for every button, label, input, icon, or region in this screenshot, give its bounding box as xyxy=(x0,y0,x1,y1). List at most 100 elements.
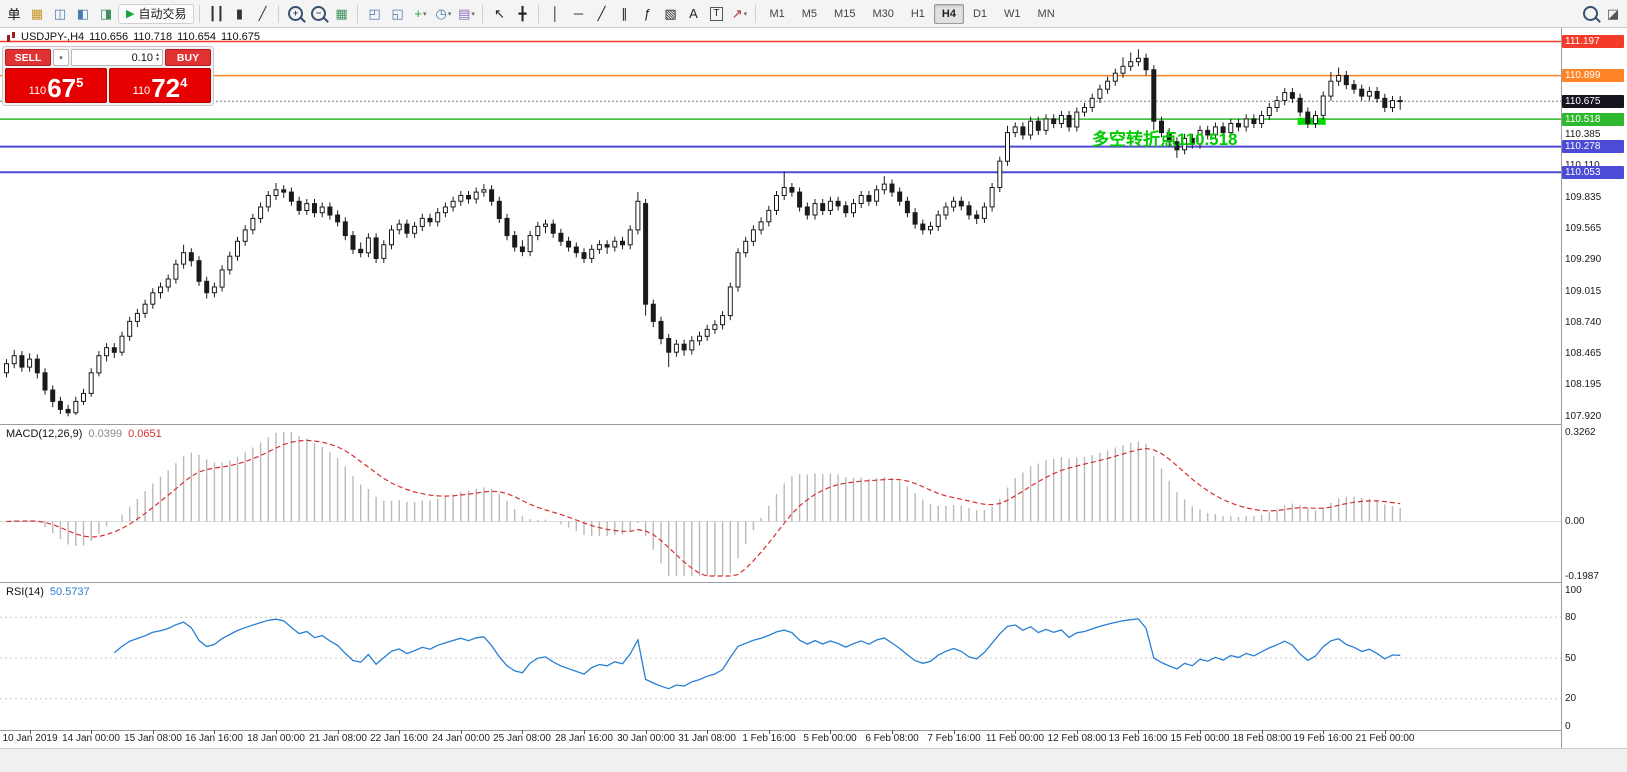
search-icon[interactable] xyxy=(1579,3,1601,25)
rsi-label: RSI(14) 50.5737 xyxy=(6,586,90,598)
buy-price-pip: 4 xyxy=(180,75,188,90)
time-tick xyxy=(522,730,523,734)
time-label: 12 Feb 08:00 xyxy=(1047,733,1107,744)
zoom-out-icon[interactable]: − xyxy=(307,3,329,25)
time-tick xyxy=(646,730,647,734)
shapes-icon[interactable]: ▧ xyxy=(664,5,677,21)
order-type-dropdown[interactable]: ▾ xyxy=(53,49,69,66)
price-tick-108.465: 108.465 xyxy=(1565,348,1602,359)
price-tick-109.565: 109.565 xyxy=(1565,223,1602,234)
zoom-in-icon[interactable]: + xyxy=(284,3,306,25)
timeframe-w1-button[interactable]: W1 xyxy=(1004,7,1021,20)
cursor-icon[interactable]: ↖ xyxy=(494,5,505,21)
tile-windows-icon[interactable]: ◰ xyxy=(368,5,381,21)
market-watch-icon[interactable]: ▦ xyxy=(30,5,44,21)
toolbar-separator xyxy=(357,4,359,23)
candlestick-icon[interactable]: ▮ xyxy=(235,5,244,21)
rsi-axis-tick-0: 0 xyxy=(1565,721,1571,732)
periods-icon[interactable]: ◷ ▾ xyxy=(435,5,452,21)
buy-quote-button[interactable]: 110 72 4 xyxy=(109,68,211,103)
timeframe-h1-button[interactable]: H1 xyxy=(910,7,925,20)
trendline-icon[interactable]: ╱ xyxy=(597,5,606,21)
price-tick-110.110: 110.110 xyxy=(1565,159,1600,172)
time-label: 31 Jan 08:00 xyxy=(678,733,736,744)
fibonacci-icon[interactable]: ƒ xyxy=(643,6,652,21)
time-label: 15 Feb 00:00 xyxy=(1170,733,1230,744)
sell-quote-button[interactable]: 110 67 5 xyxy=(5,68,107,103)
indicators-icon[interactable]: + ▾ xyxy=(414,6,427,21)
navigator-icon[interactable]: ◧ xyxy=(76,5,90,21)
timeframe-d1-button[interactable]: D1 xyxy=(972,7,988,20)
time-tick xyxy=(830,730,831,734)
rsi-axis-tick-50: 50 xyxy=(1565,653,1577,664)
terminal-icon[interactable]: ◨ xyxy=(99,5,113,21)
time-label: 7 Feb 16:00 xyxy=(927,733,981,744)
rsi-name: RSI(14) xyxy=(6,586,44,598)
price-tick-109.835: 109.835 xyxy=(1565,192,1602,203)
sell-button[interactable]: SELL xyxy=(5,49,51,66)
ohlc-bars-icon[interactable]: ┃┃ xyxy=(208,5,225,21)
price-axis-border xyxy=(1561,28,1562,748)
timeframe-m30-button[interactable]: M30 xyxy=(872,7,894,20)
text-icon[interactable]: A xyxy=(689,6,698,21)
time-label: 22 Jan 16:00 xyxy=(370,733,428,744)
equidistant-channel-icon[interactable]: ∥ xyxy=(621,5,628,21)
lot-increase-button[interactable]: ▴ xyxy=(155,51,159,58)
buy-button[interactable]: BUY xyxy=(165,49,211,66)
timeframe-m1-button[interactable]: M1 xyxy=(769,7,785,20)
ohlc-high: 110.718 xyxy=(133,31,173,43)
time-tick xyxy=(1385,730,1386,734)
line-chart-icon[interactable]: ╱ xyxy=(258,5,267,21)
lot-decrease-button[interactable]: ▾ xyxy=(155,56,159,63)
macd-indicator-canvas[interactable] xyxy=(0,426,1561,582)
grid-icon[interactable]: ▦ xyxy=(335,5,348,21)
crosshair-icon[interactable]: ╋ xyxy=(518,5,527,21)
toolbar: 单 ▦ ◫ ◧ ◨ ▶ 自动交易 ┃┃ ▮ ╱ + − ▦ ◰ ◱ + ▾ ◷ ▾ ▤ ▾ ↖ ╋ │ ─ ╱ ∥ ƒ ▧ A T ↗ ▾ M1 M… xyxy=(0,0,1627,28)
templates-icon[interactable]: ▤ ▾ xyxy=(458,5,475,21)
rsi-axis-tick-20: 20 xyxy=(1565,693,1577,704)
new-order-button[interactable]: 单 xyxy=(7,7,21,22)
time-label: 15 Jan 08:00 xyxy=(124,733,182,744)
price-axis[interactable]: 111.197 110.899 110.675 110.518 110.385 110.2… xyxy=(1562,28,1627,748)
lot-size-input[interactable]: 0.10 ▴ ▾ xyxy=(71,49,163,66)
price-tick-107.920: 107.920 xyxy=(1565,411,1602,422)
price-chart-canvas[interactable] xyxy=(0,28,1561,424)
macd-axis-tick--0.1987: -0.1987 xyxy=(1565,571,1599,582)
panel-resize-divider-macd[interactable] xyxy=(0,424,1627,425)
panel-resize-divider-rsi[interactable] xyxy=(0,582,1627,583)
time-tick xyxy=(1077,730,1078,734)
price-tick-108.740: 108.740 xyxy=(1565,317,1602,328)
ohlc-low: 110.654 xyxy=(177,31,217,43)
cascade-windows-icon[interactable]: ◱ xyxy=(391,5,404,21)
data-window-icon[interactable]: ◫ xyxy=(53,5,67,21)
sell-price-pip: 5 xyxy=(76,75,84,90)
timeframe-m15-button[interactable]: M15 xyxy=(834,7,856,20)
arrows-icon[interactable]: ↗ ▾ xyxy=(731,5,748,21)
timeframe-h4-button[interactable]: H4 xyxy=(933,3,964,24)
window-bottom-strip xyxy=(0,748,1627,772)
chart-text-annotation[interactable]: 多空转折点110.518 xyxy=(1092,130,1238,149)
quick-panel-icon[interactable]: ◪ xyxy=(1606,5,1620,21)
time-label: 21 Jan 08:00 xyxy=(309,733,367,744)
timeframe-m5-button[interactable]: M5 xyxy=(801,7,818,20)
time-tick xyxy=(91,730,92,734)
time-tick xyxy=(769,730,770,734)
horizontal-line-icon[interactable]: ─ xyxy=(573,6,584,21)
time-tick xyxy=(399,730,400,734)
macd-name: MACD(12,26,9) xyxy=(6,428,83,440)
time-label: 13 Feb 16:00 xyxy=(1108,733,1168,744)
time-label: 24 Jan 00:00 xyxy=(432,733,490,744)
text-label-icon[interactable]: T xyxy=(705,3,727,25)
time-label: 25 Jan 08:00 xyxy=(493,733,551,744)
time-tick xyxy=(954,730,955,734)
autotrading-button[interactable]: ▶ 自动交易 xyxy=(118,3,195,24)
time-axis[interactable]: 10 Jan 2019 14 Jan 00:00 15 Jan 08:00 16 Ja… xyxy=(0,730,1561,748)
time-tick xyxy=(153,730,154,734)
time-axis-border xyxy=(0,730,1627,731)
time-label: 30 Jan 00:00 xyxy=(617,733,675,744)
sell-price-main: 67 xyxy=(47,73,77,103)
rsi-indicator-canvas[interactable] xyxy=(0,584,1561,730)
timeframe-mn-button[interactable]: MN xyxy=(1037,7,1055,20)
vertical-line-icon[interactable]: │ xyxy=(551,6,560,21)
lot-size-value: 0.10 xyxy=(131,51,153,64)
